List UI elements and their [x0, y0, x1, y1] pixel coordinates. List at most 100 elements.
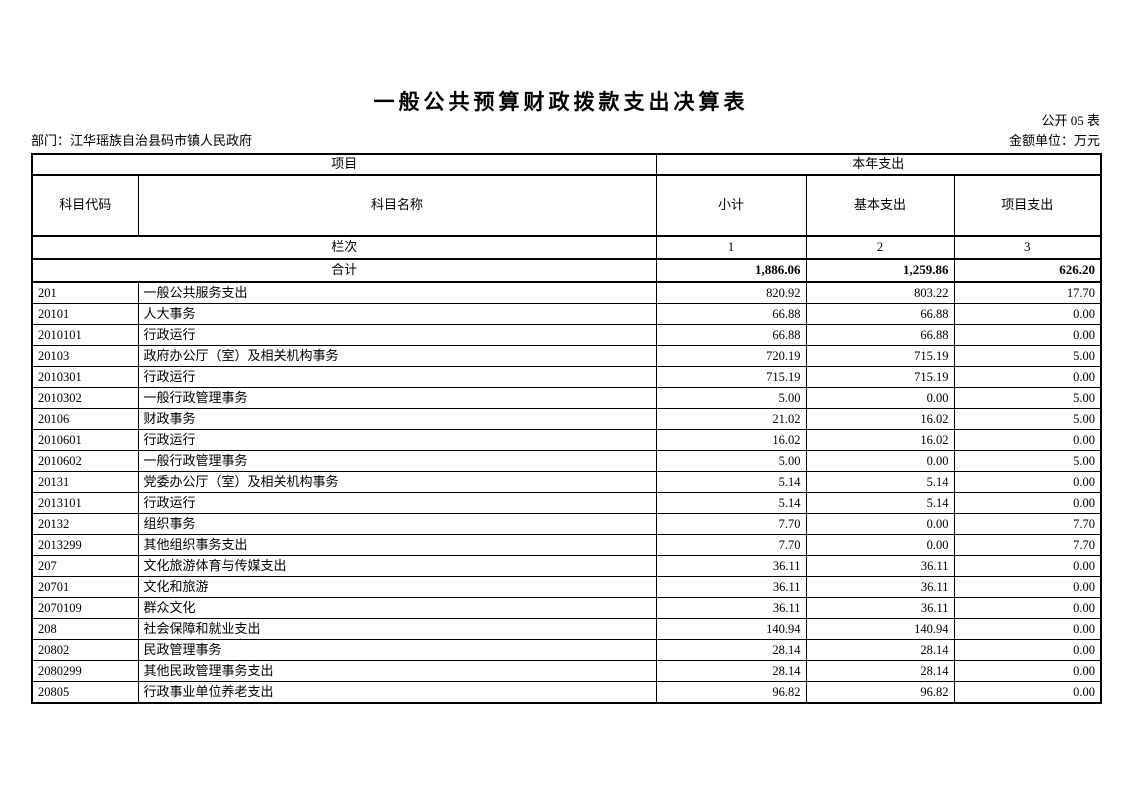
row-name: 一般行政管理事务	[137, 387, 657, 409]
row-subtotal: 715.19	[655, 366, 807, 388]
row-code: 207	[31, 555, 139, 577]
header-group-project: 项目	[31, 153, 657, 176]
index-col-1: 1	[655, 235, 807, 260]
row-subtotal: 28.14	[655, 639, 807, 661]
row-code: 2010302	[31, 387, 139, 409]
row-project: 5.00	[953, 450, 1102, 472]
row-basic: 715.19	[805, 345, 955, 367]
row-project: 5.00	[953, 387, 1102, 409]
row-subtotal: 5.00	[655, 387, 807, 409]
index-col-3: 3	[953, 235, 1102, 260]
table-row: 2010602 一般行政管理事务 5.00 0.00 5.00	[31, 450, 1102, 472]
index-col-2: 2	[805, 235, 955, 260]
row-code: 20701	[31, 576, 139, 598]
table-row: 201 一般公共服务支出 820.92 803.22 17.70	[31, 281, 1102, 304]
row-project: 0.00	[953, 576, 1102, 598]
row-basic: 16.02	[805, 408, 955, 430]
header-col-basic: 基本支出	[805, 174, 955, 237]
row-name: 行政运行	[137, 366, 657, 388]
table-row: 2010601 行政运行 16.02 16.02 0.00	[31, 429, 1102, 451]
row-code: 2080299	[31, 660, 139, 682]
index-label: 栏次	[31, 235, 657, 260]
row-name: 文化和旅游	[137, 576, 657, 598]
header-group-current-year: 本年支出	[655, 153, 1102, 176]
row-basic: 96.82	[805, 681, 955, 704]
row-project: 7.70	[953, 534, 1102, 556]
row-code: 20101	[31, 303, 139, 325]
table-row: 207 文化旅游体育与传媒支出 36.11 36.11 0.00	[31, 555, 1102, 577]
row-subtotal: 140.94	[655, 618, 807, 640]
row-code: 2070109	[31, 597, 139, 619]
header-col-subtotal: 小计	[655, 174, 807, 237]
table-row: 208 社会保障和就业支出 140.94 140.94 0.00	[31, 618, 1102, 640]
table-row: 20132 组织事务 7.70 0.00 7.70	[31, 513, 1102, 535]
table-row: 20106 财政事务 21.02 16.02 5.00	[31, 408, 1102, 430]
table-body: 201 一般公共服务支出 820.92 803.22 17.70 20101 人大事务 66.…	[31, 281, 1102, 704]
row-project: 5.00	[953, 345, 1102, 367]
sheet-code-label: 公开 05 表	[1041, 113, 1100, 128]
row-basic: 803.22	[805, 281, 955, 304]
row-project: 7.70	[953, 513, 1102, 535]
table-row: 20805 行政事业单位养老支出 96.82 96.82 0.00	[31, 681, 1102, 704]
table-row: 20131 党委办公厅（室）及相关机构事务 5.14 5.14 0.00	[31, 471, 1102, 493]
row-subtotal: 21.02	[655, 408, 807, 430]
row-name: 一般公共服务支出	[137, 281, 657, 304]
row-project: 0.00	[953, 471, 1102, 493]
row-subtotal: 5.14	[655, 471, 807, 493]
table-row: 2010302 一般行政管理事务 5.00 0.00 5.00	[31, 387, 1102, 409]
row-basic: 5.14	[805, 471, 955, 493]
row-name: 行政运行	[137, 429, 657, 451]
row-basic: 36.11	[805, 576, 955, 598]
row-basic: 5.14	[805, 492, 955, 514]
row-name: 民政管理事务	[137, 639, 657, 661]
row-basic: 715.19	[805, 366, 955, 388]
row-code: 2010101	[31, 324, 139, 346]
row-subtotal: 720.19	[655, 345, 807, 367]
row-subtotal: 5.00	[655, 450, 807, 472]
row-name: 党委办公厅（室）及相关机构事务	[137, 471, 657, 493]
row-project: 0.00	[953, 492, 1102, 514]
row-basic: 140.94	[805, 618, 955, 640]
header-columns-row: 科目代码 科目名称 小计 基本支出 项目支出	[31, 174, 1102, 237]
row-code: 208	[31, 618, 139, 640]
row-code: 20805	[31, 681, 139, 704]
table-header: 项目 本年支出 科目代码 科目名称 小计 基本支出 项目支出 栏次 1 2 3 …	[31, 153, 1102, 283]
row-subtotal: 36.11	[655, 576, 807, 598]
row-project: 17.70	[953, 281, 1102, 304]
row-basic: 16.02	[805, 429, 955, 451]
row-basic: 28.14	[805, 639, 955, 661]
row-subtotal: 16.02	[655, 429, 807, 451]
row-name: 文化旅游体育与传媒支出	[137, 555, 657, 577]
table-row: 2080299 其他民政管理事务支出 28.14 28.14 0.00	[31, 660, 1102, 682]
header-col-name: 科目名称	[137, 174, 657, 237]
table-row: 2010301 行政运行 715.19 715.19 0.00	[31, 366, 1102, 388]
row-project: 0.00	[953, 639, 1102, 661]
row-basic: 36.11	[805, 597, 955, 619]
page-title: 一般公共预算财政拨款支出决算表	[373, 90, 749, 114]
table-row: 20101 人大事务 66.88 66.88 0.00	[31, 303, 1102, 325]
row-subtotal: 820.92	[655, 281, 807, 304]
table-row: 2010101 行政运行 66.88 66.88 0.00	[31, 324, 1102, 346]
row-name: 其他组织事务支出	[137, 534, 657, 556]
row-code: 201	[31, 281, 139, 304]
row-name: 人大事务	[137, 303, 657, 325]
row-name: 其他民政管理事务支出	[137, 660, 657, 682]
row-name: 组织事务	[137, 513, 657, 535]
department-label: 部门：江华瑶族自治县码市镇人民政府	[31, 133, 253, 148]
budget-table: 项目 本年支出 科目代码 科目名称 小计 基本支出 项目支出 栏次 1 2 3 …	[31, 153, 1103, 704]
column-index-row: 栏次 1 2 3	[31, 235, 1102, 260]
row-subtotal: 28.14	[655, 660, 807, 682]
row-project: 0.00	[953, 618, 1102, 640]
row-project: 0.00	[953, 555, 1102, 577]
row-subtotal: 36.11	[655, 555, 807, 577]
table-row: 20802 民政管理事务 28.14 28.14 0.00	[31, 639, 1102, 661]
row-code: 2010602	[31, 450, 139, 472]
row-basic: 36.11	[805, 555, 955, 577]
total-label: 合计	[31, 258, 657, 283]
total-project: 626.20	[953, 258, 1102, 283]
row-project: 0.00	[953, 597, 1102, 619]
row-project: 5.00	[953, 408, 1102, 430]
meta-line: 部门：江华瑶族自治县码市镇人民政府 金额单位：万元	[31, 130, 1100, 149]
row-basic: 66.88	[805, 324, 955, 346]
